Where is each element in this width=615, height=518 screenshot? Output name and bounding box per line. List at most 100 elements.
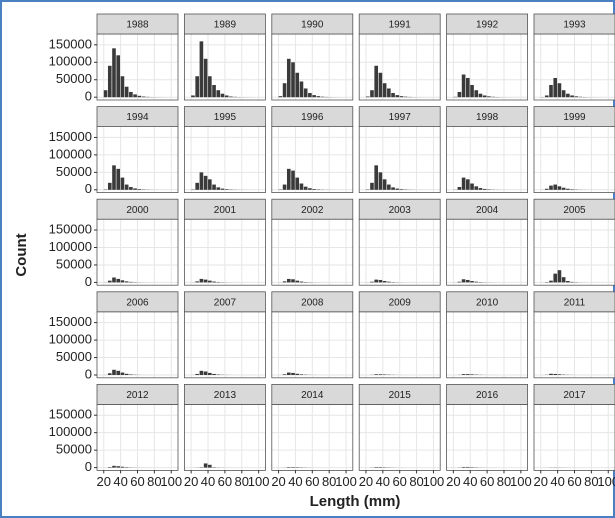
bar [566, 281, 570, 283]
x-tick-label: 60 [305, 474, 319, 489]
bar [561, 187, 566, 190]
bar [112, 465, 116, 468]
bar [203, 279, 208, 283]
y-tick-label: 100000 [49, 54, 92, 69]
strip-label: 2013 [214, 390, 237, 401]
y-tick-label: 150000 [49, 407, 92, 422]
bar [387, 184, 391, 190]
bar [124, 281, 129, 283]
bar [457, 187, 462, 190]
bar [286, 168, 291, 190]
bar [116, 370, 121, 376]
strip-label: 1998 [476, 112, 499, 123]
strip [183, 106, 266, 127]
x-tick-label: 60 [480, 474, 494, 489]
bar [303, 186, 308, 190]
bar [570, 95, 574, 98]
bar [208, 179, 212, 190]
bar [487, 96, 491, 98]
bar [291, 467, 295, 468]
strip-label: 1995 [214, 112, 237, 123]
bar [129, 374, 133, 376]
bar [112, 369, 116, 376]
bar [378, 279, 383, 283]
bar [378, 172, 383, 190]
x-tick-label: 80 [235, 474, 249, 489]
x-tick-label: 100 [597, 474, 615, 489]
bar [461, 279, 466, 283]
strip [446, 291, 529, 313]
strip-label: 1991 [389, 20, 412, 31]
strip-label: 2002 [301, 205, 324, 216]
bar [544, 188, 549, 190]
x-tick-label: 100 [335, 474, 357, 489]
y-tick-label: 0 [85, 89, 92, 104]
bar [316, 96, 321, 98]
strip [533, 198, 615, 220]
bar [216, 90, 221, 98]
y-tick-label: 50000 [56, 71, 92, 86]
bar [208, 464, 212, 468]
bar [474, 90, 479, 98]
bar [195, 182, 199, 190]
bar [195, 373, 199, 376]
strip [96, 198, 179, 220]
y-tick-label: 150000 [49, 221, 92, 236]
bar [295, 280, 300, 283]
strip-label: 1993 [563, 20, 586, 31]
x-tick-label: 80 [409, 474, 423, 489]
bar [103, 90, 108, 98]
y-tick-label: 100000 [49, 424, 92, 439]
x-tick-label: 20 [359, 474, 373, 489]
bar [370, 90, 374, 98]
bar [203, 58, 208, 98]
bar [553, 373, 558, 376]
strip [96, 291, 179, 313]
strip-label: 1997 [389, 112, 412, 123]
bar [282, 83, 287, 98]
bar [457, 91, 462, 98]
bar [203, 371, 208, 376]
strip [446, 13, 529, 35]
bar [461, 74, 466, 98]
x-axis-title: Length (mm) [310, 493, 401, 510]
bar [129, 187, 133, 190]
bar [120, 280, 125, 283]
strip [96, 13, 179, 35]
strip-label: 2005 [563, 205, 586, 216]
strip-label: 2015 [389, 390, 412, 401]
strip [358, 383, 441, 405]
strip-label: 1988 [126, 20, 149, 31]
bar [107, 280, 112, 283]
bar [312, 189, 316, 190]
strip [446, 198, 529, 220]
bar [224, 189, 229, 190]
bar [116, 466, 121, 468]
bar [370, 281, 374, 283]
bar [199, 41, 204, 98]
bar [378, 467, 383, 468]
x-tick-label: 60 [218, 474, 232, 489]
x-tick-label: 80 [322, 474, 336, 489]
strip [96, 106, 179, 127]
bar [570, 281, 574, 283]
bar [299, 374, 304, 376]
bar [291, 372, 295, 376]
bar [203, 463, 208, 468]
strip [271, 106, 354, 127]
strip-label: 2009 [389, 297, 412, 308]
bar [553, 78, 558, 98]
bar [391, 93, 395, 98]
bar [220, 93, 225, 98]
bar [112, 165, 116, 190]
bar [212, 281, 216, 283]
bar [470, 374, 474, 376]
bar [374, 374, 379, 376]
bar [299, 183, 304, 190]
bar [378, 72, 383, 98]
strip-label: 2000 [126, 205, 149, 216]
bar [466, 179, 470, 190]
bar [312, 95, 316, 98]
strip-label: 2001 [214, 205, 237, 216]
